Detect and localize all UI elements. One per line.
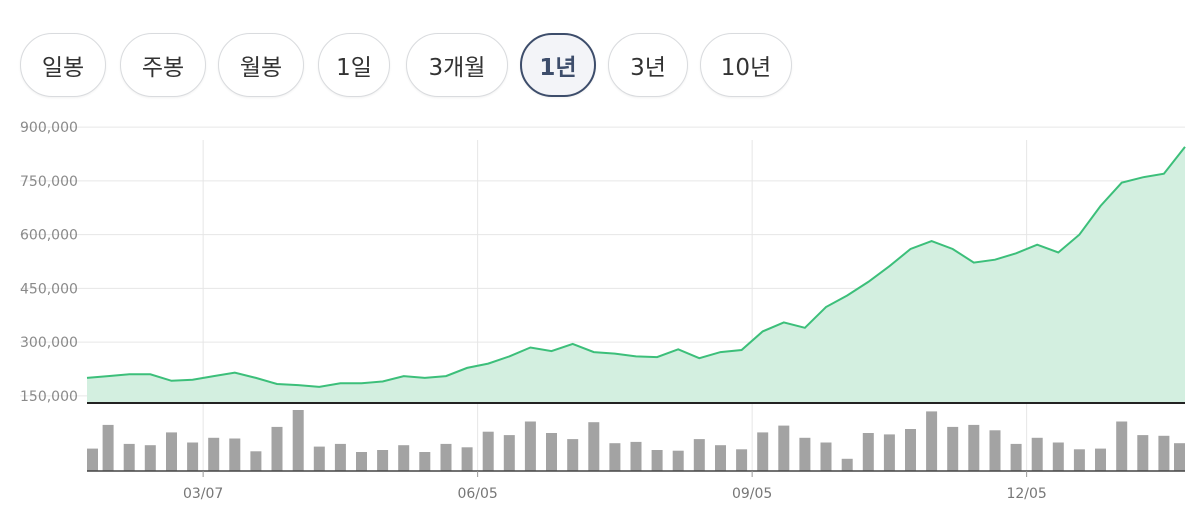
volume-bar (736, 449, 748, 471)
volume-bar (250, 451, 262, 471)
volume-bar (1116, 421, 1128, 471)
tab-label: 3년 (630, 55, 666, 81)
tab-label: 1일 (336, 55, 372, 81)
volume-bar (883, 434, 895, 471)
volume-bar (419, 452, 431, 471)
y-tick-label: 150,000 (20, 389, 78, 405)
volume-bar (778, 425, 790, 471)
tab-label: 10년 (720, 55, 772, 81)
tab-1[interactable]: 주봉 (120, 33, 206, 97)
volume-bar (1073, 449, 1085, 471)
volume-bar (651, 450, 663, 471)
volume-bar (440, 443, 452, 471)
y-tick-label: 450,000 (20, 281, 78, 297)
volume-bar (1158, 435, 1170, 471)
volume-bar (123, 443, 135, 471)
volume-bar (334, 443, 346, 471)
volume-bar (1010, 443, 1022, 471)
volume-bar (1095, 448, 1106, 471)
x-tick-label: 03/07 (183, 486, 223, 502)
volume-bar (144, 445, 156, 471)
volume-bar (187, 442, 199, 471)
volume-bar (672, 450, 684, 471)
y-axis: 900,000 750,000 600,000 450,000 300,000 150,0… (20, 120, 78, 405)
tab-label: 일봉 (41, 55, 85, 81)
volume-bar (166, 432, 177, 471)
y-tick-label: 750,000 (20, 174, 78, 190)
volume-bar (989, 430, 1001, 471)
tab-6[interactable]: 3년 (608, 33, 688, 97)
volume-bar (609, 443, 621, 471)
price-chart: 900,000 750,000 600,000 450,000 300,000 150,0… (20, 120, 1186, 502)
x-tick-label: 12/05 (1006, 486, 1046, 502)
volume-bar (715, 445, 726, 471)
volume-bar (102, 424, 114, 471)
x-tick-label: 06/05 (457, 486, 497, 502)
x-axis: 03/07 06/05 09/05 12/05 (183, 471, 1047, 502)
volume-bar (524, 421, 536, 471)
volume-bar (947, 426, 959, 471)
volume-bar (862, 433, 874, 471)
volume-bar (356, 452, 367, 471)
volume-bar (1174, 443, 1185, 471)
volume-bar (377, 450, 389, 471)
volume-bar (208, 437, 220, 471)
volume-bar (461, 447, 473, 471)
y-tick-label: 600,000 (20, 228, 78, 244)
volume-bar (841, 458, 853, 471)
y-tick-label: 300,000 (20, 335, 78, 351)
tab-label: 3개월 (428, 55, 486, 81)
tab-label: 주봉 (141, 55, 185, 81)
volume-bar (482, 431, 494, 471)
volume-bar (292, 410, 304, 471)
tab-label: 1년 (539, 55, 577, 81)
volume-bar (799, 437, 811, 471)
volume-bar (229, 438, 241, 471)
volume-bar (1031, 437, 1043, 471)
volume-bar (313, 446, 325, 471)
volume-bar (1052, 442, 1064, 471)
volume-bar (905, 429, 916, 471)
tab-7[interactable]: 10년 (700, 33, 792, 97)
volume-bar (271, 426, 283, 471)
price-line (86, 146, 1186, 388)
x-tick-label: 09/05 (732, 486, 772, 502)
tab-2[interactable]: 월봉 (218, 33, 304, 97)
y-tick-label: 900,000 (20, 120, 78, 136)
volume-bars (87, 410, 1185, 471)
volume-bar (87, 448, 98, 471)
tab-3[interactable]: 1일 (318, 33, 390, 97)
volume-bar (757, 432, 769, 471)
volume-bar (693, 439, 705, 471)
tab-4[interactable]: 3개월 (406, 33, 508, 97)
tab-5[interactable]: 1년 (520, 33, 596, 97)
volume-bar (588, 422, 600, 471)
volume-bar (503, 435, 515, 471)
volume-bar (1137, 435, 1149, 471)
volume-bar (820, 442, 832, 471)
volume-bar (630, 441, 642, 471)
volume-bar (546, 433, 557, 471)
volume-bar (968, 424, 980, 471)
price-area (87, 146, 1185, 403)
tab-label: 월봉 (239, 55, 283, 81)
volume-bar (567, 439, 579, 471)
tab-0[interactable]: 일봉 (20, 33, 106, 97)
volume-bar (926, 411, 938, 471)
volume-bar (398, 445, 410, 471)
